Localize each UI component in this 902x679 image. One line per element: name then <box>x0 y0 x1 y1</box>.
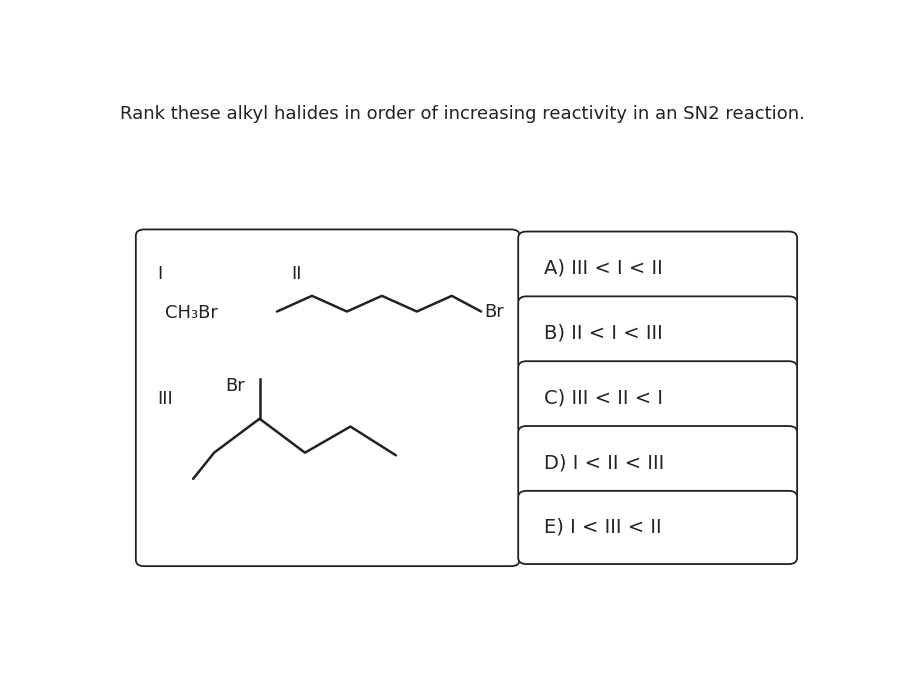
Text: Br: Br <box>226 377 245 395</box>
Text: E) I < III < II: E) I < III < II <box>544 518 662 537</box>
FancyBboxPatch shape <box>519 232 797 305</box>
Text: A) III < I < II: A) III < I < II <box>544 259 663 278</box>
FancyBboxPatch shape <box>136 230 520 566</box>
FancyBboxPatch shape <box>519 361 797 435</box>
Text: Rank these alkyl halides in order of increasing reactivity in an SN2 reaction.: Rank these alkyl halides in order of inc… <box>120 105 805 123</box>
Text: B) II < I < III: B) II < I < III <box>544 323 663 342</box>
FancyBboxPatch shape <box>519 491 797 564</box>
Text: D) I < II < III: D) I < II < III <box>544 453 664 472</box>
FancyBboxPatch shape <box>519 296 797 369</box>
Text: CH₃Br: CH₃Br <box>165 304 218 322</box>
Text: I: I <box>157 265 162 282</box>
Text: C) III < II < I: C) III < II < I <box>544 388 663 407</box>
FancyBboxPatch shape <box>519 426 797 499</box>
Text: II: II <box>291 265 301 282</box>
Text: Br: Br <box>484 303 504 320</box>
Text: III: III <box>157 390 172 408</box>
